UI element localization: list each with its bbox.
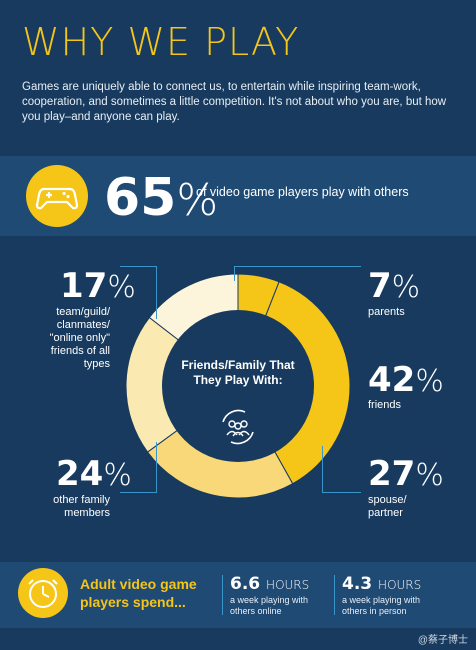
- stat-friends-label: friends: [368, 399, 402, 411]
- gamepad-icon: [26, 165, 88, 227]
- in-person-hours-number: 4.3: [342, 574, 373, 594]
- clock-icon: [18, 568, 68, 618]
- stat-spouse: 27%: [368, 456, 444, 494]
- in-person-hours: 4.3 HOURS: [342, 574, 421, 594]
- group-icon: [215, 404, 261, 450]
- online-hours-desc: a week playing with others online: [230, 595, 309, 616]
- donut-center-label: Friends/Family That They Play With:: [181, 358, 295, 387]
- footer-divider-2: [334, 575, 335, 615]
- page-title: WHY WE PLAY: [22, 20, 300, 64]
- headline-number: 65: [104, 168, 177, 228]
- bracket-other-family: [120, 442, 157, 493]
- stat-parents-number: 7: [368, 266, 392, 306]
- stat-friends-number: 42: [368, 360, 416, 400]
- stat-spouse-label: spouse/ partner: [368, 494, 407, 519]
- bracket-spouse: [322, 446, 361, 493]
- stat-spouse-pct: %: [415, 458, 444, 493]
- stat-other-family-pct: %: [103, 458, 132, 493]
- online-hours-unit: HOURS: [266, 578, 310, 592]
- stat-spouse-number: 27: [368, 454, 416, 494]
- stat-friends-pct: %: [415, 364, 444, 399]
- bracket-team: [120, 266, 157, 319]
- online-hours: 6.6 HOURS: [230, 574, 309, 594]
- headline-text: of video game players play with others: [196, 185, 409, 199]
- headline-percent: %: [176, 175, 219, 226]
- stat-team-number: 17: [60, 266, 108, 306]
- intro-text: Games are uniquely able to connect us, t…: [22, 81, 447, 123]
- online-hours-number: 6.6: [230, 574, 261, 594]
- stat-parents-label: parents: [368, 306, 405, 318]
- watermark: @蔡子博士: [417, 635, 468, 646]
- bracket-parents: [234, 266, 361, 281]
- stat-other-family: 24%: [56, 456, 132, 494]
- stat-other-family-label: other family members: [53, 494, 110, 519]
- footer-text: Adult video game players spend...: [80, 576, 197, 610]
- stat-team: 17%: [60, 268, 136, 306]
- stat-friends: 42%: [368, 362, 444, 400]
- headline-stat: 65%: [104, 172, 218, 224]
- footer-divider-1: [222, 575, 223, 615]
- stat-team-pct: %: [107, 270, 136, 305]
- in-person-hours-unit: HOURS: [378, 578, 422, 592]
- footer-band: [0, 562, 476, 628]
- stat-parents-pct: %: [391, 270, 421, 305]
- in-person-hours-desc: a week playing with others in person: [342, 595, 421, 616]
- stat-other-family-number: 24: [56, 454, 104, 494]
- stat-team-label: team/guild/ clanmates/ "online only" fri…: [49, 306, 110, 370]
- stat-parents: 7%: [368, 268, 420, 306]
- donut-hole: [162, 310, 314, 462]
